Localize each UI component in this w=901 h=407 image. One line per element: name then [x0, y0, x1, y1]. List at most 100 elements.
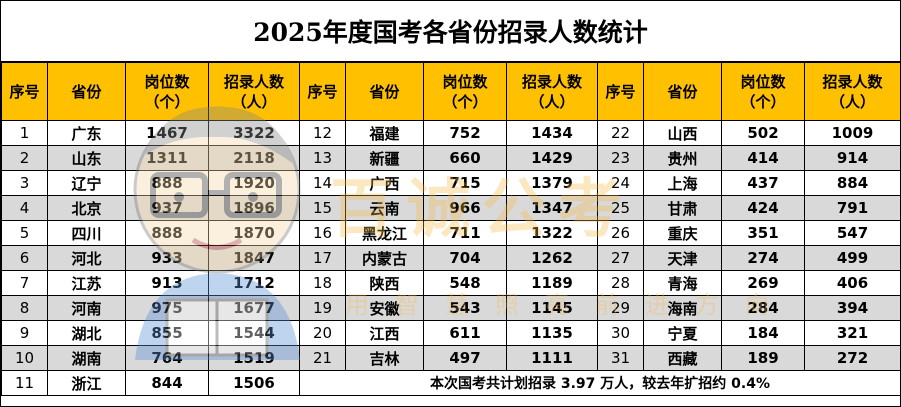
positions-cell: 933 [125, 245, 209, 271]
header-recruits-line1: 招录人数 [223, 72, 284, 91]
table-row: 3 辽宁 888 1920 14 广西 715 1379 24 上海 437 884 [1, 170, 901, 196]
seq-cell: 27 [597, 245, 644, 271]
province-cell: 辽宁 [47, 170, 126, 196]
positions-cell: 274 [721, 245, 805, 271]
header-positions-line1: 岗位数 [740, 72, 786, 91]
recruits-cell: 1544 [208, 320, 300, 346]
recruits-cell: 884 [804, 170, 901, 196]
recruits-cell: 406 [804, 270, 901, 296]
header-row: 序号 省份 岗位数 （个） 招录人数 （人） 序号 省份 岗位数 （个） 招录人数 （人… [1, 62, 901, 121]
positions-cell: 660 [423, 145, 507, 171]
header-recruits-line2: （人） [231, 92, 277, 111]
header-province: 省份 [345, 62, 424, 121]
seq-cell: 30 [597, 320, 644, 346]
header-recruits: 招录人数 （人） [804, 62, 901, 121]
province-cell: 内蒙古 [345, 245, 424, 271]
positions-cell: 269 [721, 270, 805, 296]
seq-cell: 18 [299, 270, 346, 296]
recruits-cell: 1009 [804, 120, 901, 146]
positions-cell: 704 [423, 245, 507, 271]
seq-cell: 29 [597, 295, 644, 321]
recruits-cell: 1677 [208, 295, 300, 321]
province-cell: 浙江 [47, 370, 126, 396]
positions-cell: 764 [125, 345, 209, 371]
recruitment-table: 序号 省份 岗位数 （个） 招录人数 （人） 序号 省份 岗位数 （个） 招录人数 （人… [1, 62, 901, 396]
seq-cell: 17 [299, 245, 346, 271]
province-cell: 江苏 [47, 270, 126, 296]
header-recruits: 招录人数 （人） [208, 62, 300, 121]
positions-cell: 351 [721, 220, 805, 246]
header-province: 省份 [643, 62, 722, 121]
province-cell: 吉林 [345, 345, 424, 371]
positions-cell: 184 [721, 320, 805, 346]
seq-cell: 22 [597, 120, 644, 146]
province-cell: 天津 [643, 245, 722, 271]
recruits-cell: 1111 [506, 345, 598, 371]
header-recruits: 招录人数 （人） [506, 62, 598, 121]
province-cell: 上海 [643, 170, 722, 196]
seq-cell: 4 [1, 195, 48, 221]
header-recruits-line1: 招录人数 [521, 72, 582, 91]
province-cell: 山东 [47, 145, 126, 171]
province-cell: 河南 [47, 295, 126, 321]
positions-cell: 752 [423, 120, 507, 146]
province-cell: 福建 [345, 120, 424, 146]
header-seq: 序号 [597, 62, 644, 121]
positions-cell: 1311 [125, 145, 209, 171]
positions-cell: 189 [721, 345, 805, 371]
province-cell: 湖南 [47, 345, 126, 371]
province-cell: 新疆 [345, 145, 424, 171]
recruits-cell: 1347 [506, 195, 598, 221]
seq-cell: 3 [1, 170, 48, 196]
recruits-cell: 1189 [506, 270, 598, 296]
province-cell: 海南 [643, 295, 722, 321]
positions-cell: 966 [423, 195, 507, 221]
seq-cell: 28 [597, 270, 644, 296]
table-row: 4 北京 937 1896 15 云南 966 1347 25 甘肃 424 791 [1, 195, 901, 221]
table-row: 10 湖南 764 1519 21 吉林 497 1111 31 西藏 189 272 [1, 345, 901, 371]
header-seq: 序号 [1, 62, 48, 121]
province-cell: 湖北 [47, 320, 126, 346]
province-cell: 四川 [47, 220, 126, 246]
province-cell: 安徽 [345, 295, 424, 321]
province-cell: 宁夏 [643, 320, 722, 346]
seq-cell: 16 [299, 220, 346, 246]
positions-cell: 888 [125, 220, 209, 246]
seq-cell: 9 [1, 320, 48, 346]
positions-cell: 913 [125, 270, 209, 296]
positions-cell: 284 [721, 295, 805, 321]
recruits-cell: 2118 [208, 145, 300, 171]
positions-cell: 888 [125, 170, 209, 196]
province-cell: 山西 [643, 120, 722, 146]
seq-cell: 1 [1, 120, 48, 146]
positions-cell: 711 [423, 220, 507, 246]
positions-cell: 715 [423, 170, 507, 196]
province-cell: 青海 [643, 270, 722, 296]
province-cell: 黑龙江 [345, 220, 424, 246]
seq-cell: 25 [597, 195, 644, 221]
table-row: 7 江苏 913 1712 18 陕西 548 1189 28 青海 269 406 [1, 270, 901, 296]
header-seq: 序号 [299, 62, 346, 121]
recruits-cell: 547 [804, 220, 901, 246]
seq-cell: 11 [1, 370, 48, 396]
recruits-cell: 1145 [506, 295, 598, 321]
recruits-cell: 1135 [506, 320, 598, 346]
seq-cell: 7 [1, 270, 48, 296]
recruits-cell: 1379 [506, 170, 598, 196]
recruits-cell: 914 [804, 145, 901, 171]
seq-cell: 19 [299, 295, 346, 321]
header-positions: 岗位数 （个） [721, 62, 805, 121]
header-recruits-line1: 招录人数 [822, 72, 883, 91]
header-positions-line1: 岗位数 [442, 72, 488, 91]
recruits-cell: 321 [804, 320, 901, 346]
recruits-cell: 394 [804, 295, 901, 321]
table-row-last: 11 浙江 844 1506 本次国考共计划招录 3.97 万人，较去年扩招约 … [1, 370, 901, 396]
seq-cell: 20 [299, 320, 346, 346]
header-positions: 岗位数 （个） [125, 62, 209, 121]
summary-note: 本次国考共计划招录 3.97 万人，较去年扩招约 0.4% [299, 370, 901, 396]
province-cell: 江西 [345, 320, 424, 346]
header-positions-line1: 岗位数 [144, 72, 190, 91]
seq-cell: 2 [1, 145, 48, 171]
seq-cell: 21 [299, 345, 346, 371]
positions-cell: 975 [125, 295, 209, 321]
